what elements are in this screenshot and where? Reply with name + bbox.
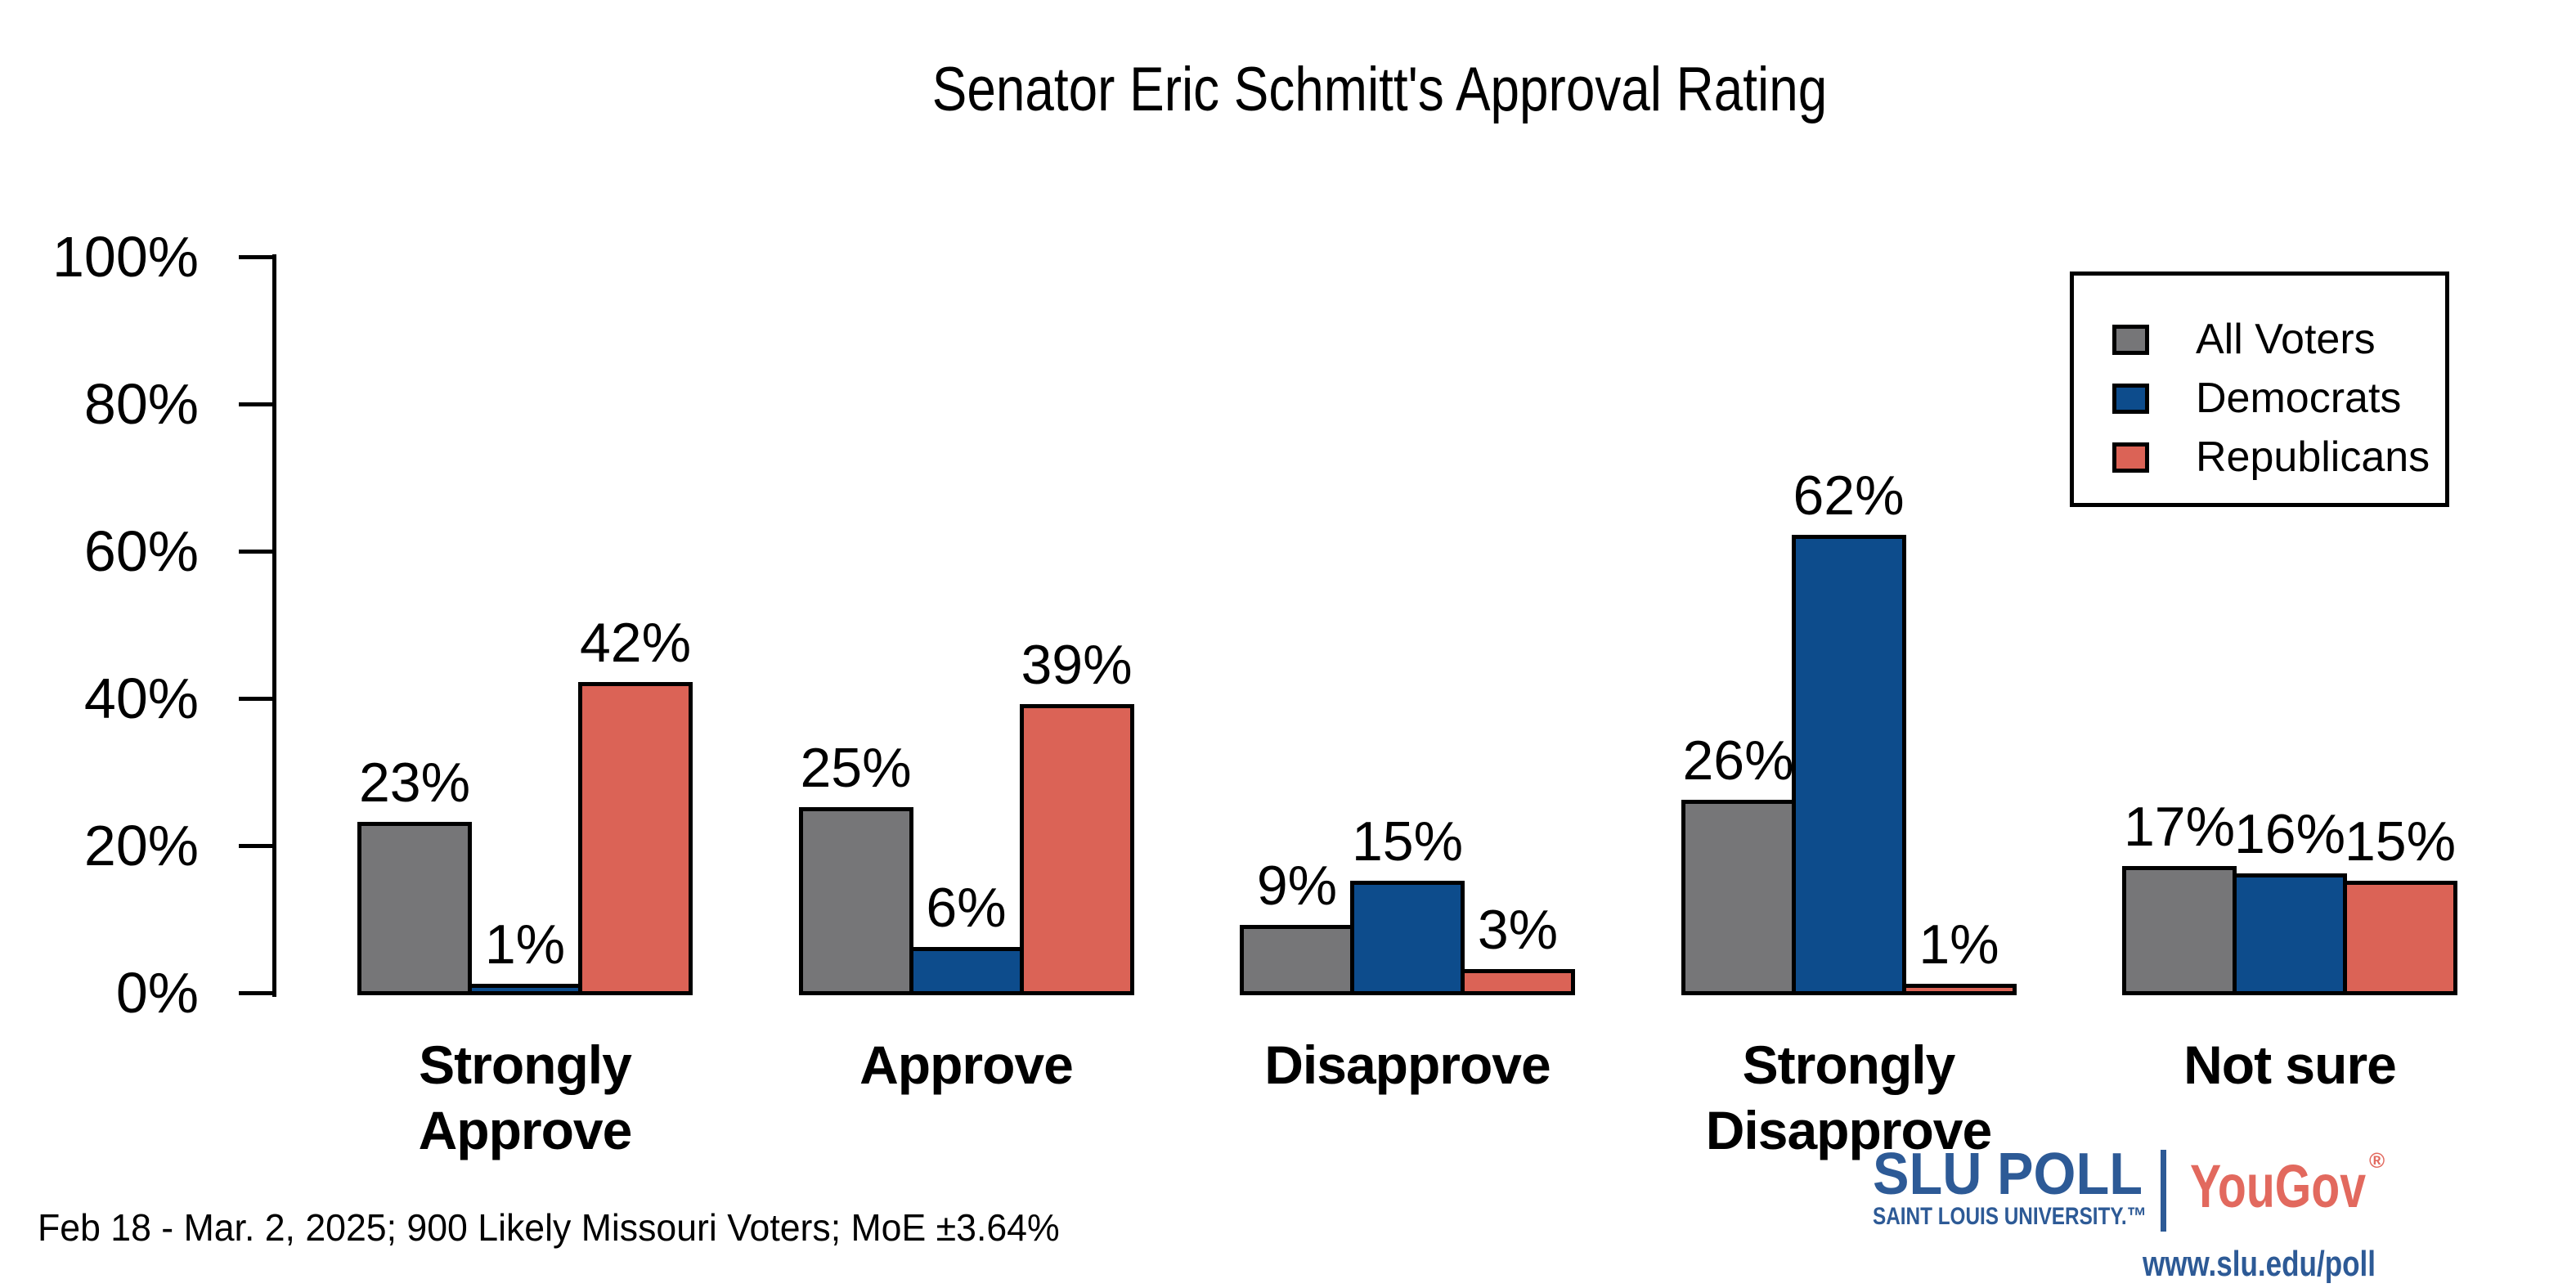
bar xyxy=(2122,866,2237,995)
slu-poll-wordmark: SLU POLL xyxy=(1873,1142,2143,1207)
y-tick-label: 0% xyxy=(115,961,199,1025)
legend-label: Democrats xyxy=(2196,375,2402,422)
y-tick xyxy=(239,991,276,995)
bar-value-label: 25% xyxy=(800,737,912,799)
bar-value-label: 62% xyxy=(1793,464,1905,527)
bar xyxy=(798,807,913,995)
bar xyxy=(1791,535,1906,995)
bar xyxy=(909,947,1024,995)
bar-value-label: 16% xyxy=(2233,803,2346,865)
category-label: Strongly Disapprove xyxy=(1705,1034,1992,1160)
y-axis-line xyxy=(272,254,276,997)
category-label: Disapprove xyxy=(1264,1034,1551,1095)
bar xyxy=(468,984,582,995)
footnote: Feb 18 - Mar. 2, 2025; 900 Likely Missou… xyxy=(38,1206,1060,1249)
slu-poll-url: www.slu.edu/poll xyxy=(2142,1244,2376,1284)
bar xyxy=(1350,881,1465,995)
bar-value-label: 26% xyxy=(1682,729,1794,792)
y-tick-label: 80% xyxy=(83,372,199,436)
bar-value-label: 39% xyxy=(1021,634,1133,696)
legend: All Voters Democrats Republicans xyxy=(2070,272,2449,507)
y-tick-label: 40% xyxy=(83,666,199,730)
bar-value-label: 15% xyxy=(2344,810,2457,873)
y-tick xyxy=(239,697,276,701)
legend-swatch xyxy=(2112,442,2149,473)
category-label: Not sure xyxy=(2183,1034,2397,1095)
registered-mark: ® xyxy=(2369,1148,2385,1173)
bar xyxy=(1461,969,1575,995)
y-tick xyxy=(239,402,276,406)
slu-poll-logo: SLU POLL SAINT LOUIS UNIVERSITY.™ YouGov… xyxy=(1873,1142,2385,1284)
bar xyxy=(578,682,693,995)
bar xyxy=(1901,984,2017,995)
y-tick-label: 60% xyxy=(83,519,199,583)
bar-value-label: 15% xyxy=(1351,810,1464,873)
bar xyxy=(1019,704,1134,995)
category-label: Strongly Approve xyxy=(418,1034,633,1160)
bar xyxy=(357,822,472,995)
legend-item: All Voters xyxy=(2112,310,2445,369)
y-tick-label: 100% xyxy=(52,225,199,289)
bar-value-label: 23% xyxy=(358,752,471,814)
legend-label: All Voters xyxy=(2196,316,2376,363)
bar xyxy=(2343,881,2457,995)
y-tick xyxy=(239,844,276,848)
slu-subtitle: SAINT LOUIS UNIVERSITY.™ xyxy=(1873,1203,2147,1230)
bar-value-label: 1% xyxy=(1919,913,1999,976)
legend-label: Republicans xyxy=(2196,433,2430,481)
bar xyxy=(1240,925,1354,995)
category-label: Approve xyxy=(859,1034,1074,1095)
legend-item: Democrats xyxy=(2112,369,2445,428)
legend-swatch xyxy=(2112,324,2149,355)
bar xyxy=(2233,873,2347,995)
y-tick xyxy=(239,255,276,259)
legend-item: Republicans xyxy=(2112,428,2445,487)
chart-title: Senator Eric Schmitt's Approval Rating xyxy=(931,55,1828,124)
bar-value-label: 9% xyxy=(1256,855,1338,917)
yougov-wordmark: YouGov xyxy=(2190,1152,2366,1220)
bar-value-label: 3% xyxy=(1477,899,1559,961)
bar-value-label: 6% xyxy=(926,877,1007,939)
legend-swatch xyxy=(2112,383,2149,414)
y-tick-label: 20% xyxy=(83,814,199,877)
logo-separator xyxy=(2161,1150,2166,1232)
y-tick xyxy=(239,550,276,554)
bar-value-label: 1% xyxy=(484,913,566,976)
bar-value-label: 17% xyxy=(2123,796,2236,858)
bar xyxy=(1681,800,1796,995)
bar-value-label: 42% xyxy=(579,612,692,674)
